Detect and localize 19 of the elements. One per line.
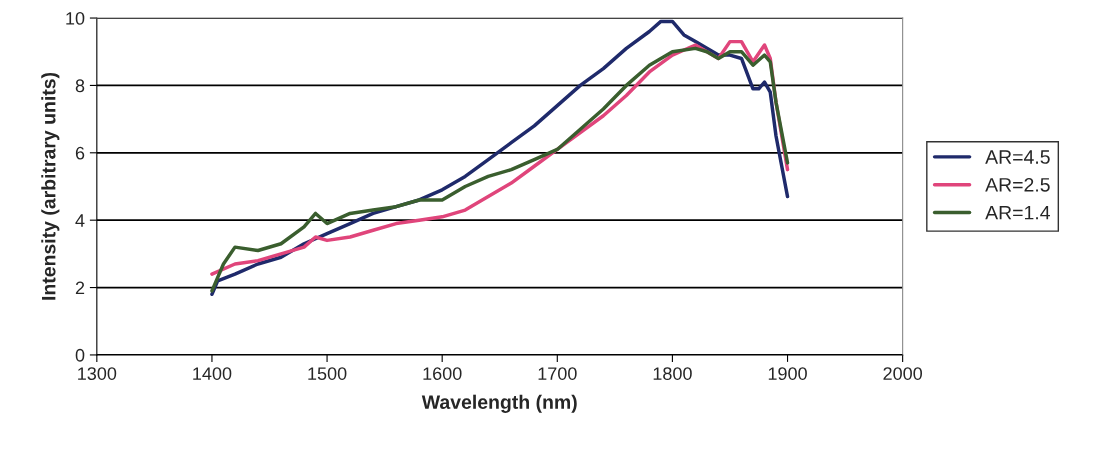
y-axis-title: Intensity (arbitrary units) — [41, 72, 60, 300]
x-tick-label: 1900 — [768, 367, 807, 380]
x-tick-label: 1700 — [538, 367, 577, 380]
y-tick-label: 2 — [75, 281, 85, 295]
y-tick-label: 8 — [75, 79, 85, 93]
x-tick-label: 1400 — [193, 367, 232, 380]
legend-label: AR=1.4 — [985, 205, 1050, 220]
y-tick-label: 0 — [75, 348, 85, 362]
y-tick-label: 6 — [75, 146, 85, 160]
x-tick-label: 2000 — [883, 367, 923, 380]
x-axis-title: Wavelength (nm) — [421, 394, 577, 413]
x-tick-label: 1600 — [423, 367, 462, 380]
legend-label: AR=2.5 — [985, 177, 1050, 192]
x-tick-label: 1300 — [78, 367, 117, 380]
legend-label: AR=4.5 — [985, 150, 1050, 164]
x-tick-label: 1800 — [653, 367, 692, 380]
x-tick-label: 1500 — [308, 367, 347, 380]
y-tick-label: 4 — [75, 214, 85, 227]
y-tick-label: 10 — [66, 11, 85, 25]
